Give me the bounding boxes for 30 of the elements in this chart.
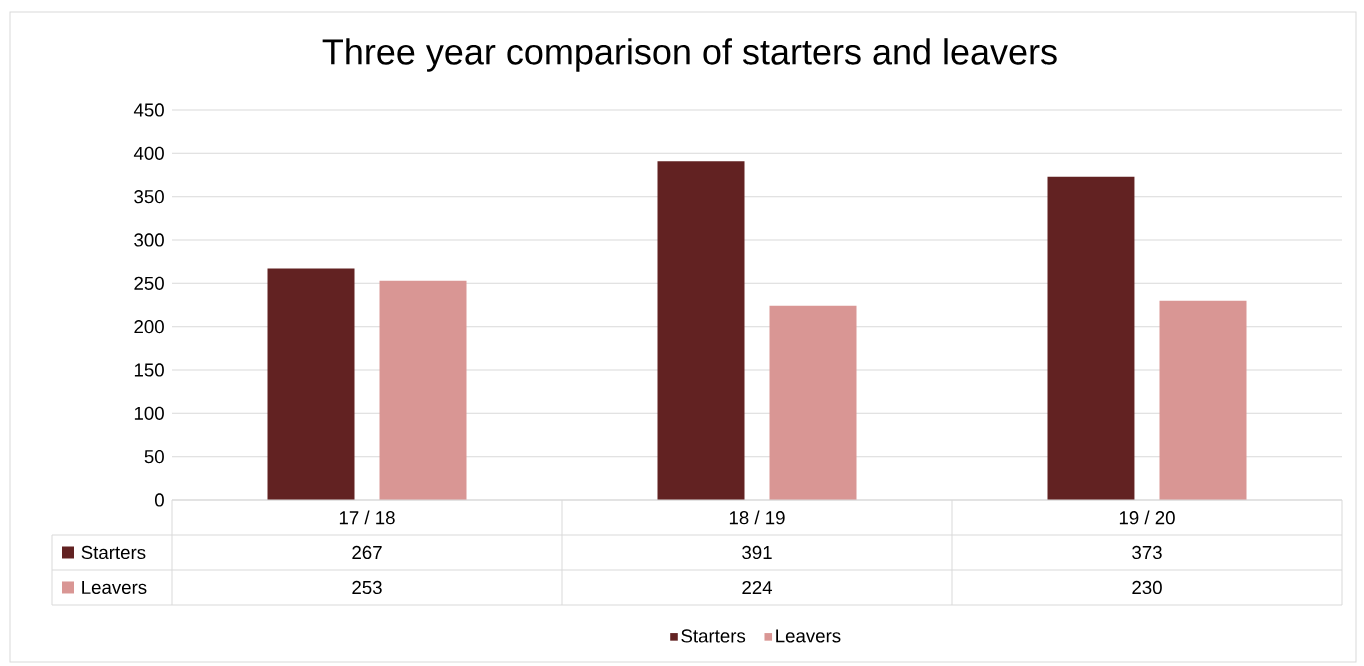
data-label: 230: [1132, 580, 1162, 595]
legend-label: Starters: [681, 629, 746, 643]
y-tick-label: 400: [133, 146, 164, 160]
text: Leavers: [82, 580, 147, 594]
x-tick-label: 17 / 18: [339, 510, 395, 525]
y-tick-label: 150: [134, 363, 164, 377]
bar: [1159, 300, 1247, 500]
bar: [769, 305, 857, 500]
text: Starters: [81, 545, 146, 560]
y-tick-label: 200: [134, 320, 164, 334]
y-tick-label: 300: [134, 233, 164, 247]
chart-title: Three year comparison of starters and leavers: [322, 38, 1057, 72]
x-tick-label: 19 / 20: [1119, 510, 1175, 525]
legend-label: Leavers: [776, 629, 841, 643]
y-tick-label: 100: [134, 406, 164, 420]
y-tick-label: 0: [154, 493, 164, 507]
bar: [657, 161, 745, 500]
x-tick-label: 18 / 19: [729, 510, 785, 525]
bar: [267, 268, 355, 500]
data-label: 253: [352, 580, 382, 595]
y-tick-label: 250: [134, 276, 164, 290]
data-label: 224: [742, 580, 773, 594]
bar: [379, 280, 467, 500]
y-tick-label: 50: [144, 450, 164, 464]
data-label: 267: [352, 545, 382, 560]
data-label: 391: [742, 545, 772, 560]
y-tick-label: 350: [134, 190, 164, 204]
data-label: 373: [1132, 545, 1162, 560]
y-tick-label: 450: [133, 103, 164, 117]
bar: [1047, 176, 1135, 500]
